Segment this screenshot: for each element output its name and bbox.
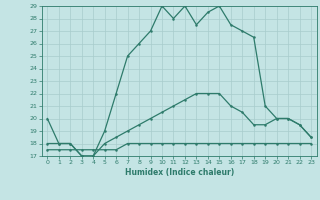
X-axis label: Humidex (Indice chaleur): Humidex (Indice chaleur) <box>124 168 234 177</box>
